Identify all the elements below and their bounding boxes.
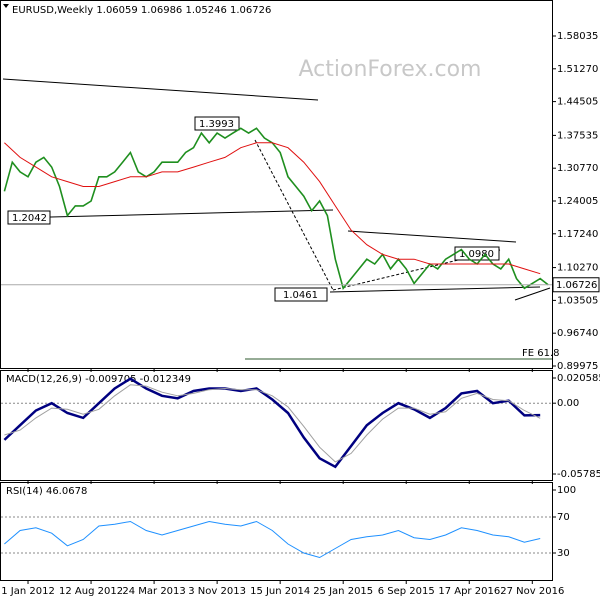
trend-line (347, 230, 517, 243)
y-tick-label: 1.51270 (557, 64, 598, 75)
price-panel (0, 0, 553, 369)
last-price-box (552, 277, 600, 293)
y-tick-label: 1.44505 (557, 97, 598, 108)
x-tick-label: 1 Jan 2012 (1, 586, 55, 597)
y-tick-label: 1.58035 (557, 31, 598, 42)
rsi-title: RSI(14) 46.0678 (6, 486, 87, 497)
y-tick-label: 0.96740 (557, 328, 598, 339)
symbol-header: EURUSD,Weekly 1.06059 1.06986 1.05246 1.… (12, 5, 271, 16)
trend-line (329, 286, 541, 293)
rsi-panel (0, 482, 553, 581)
annotation: 1.2042 (12, 213, 47, 224)
y-tick-label: 70 (557, 512, 570, 523)
x-tick-label: 24 Mar 2013 (122, 586, 185, 597)
y-tick-label: -0.057859 (557, 469, 600, 480)
indicator-line (4, 142, 541, 275)
indicator-line (3, 377, 541, 469)
y-tick-label: 1.30770 (557, 163, 598, 174)
x-tick-label: 12 Aug 2012 (59, 586, 123, 597)
indicator-line (4, 520, 541, 559)
y-tick-label: 30 (557, 548, 570, 559)
macd-title: MACD(12,26,9) -0.009705 -0.012349 (6, 374, 191, 385)
watermark: ActionForex.com (299, 57, 482, 82)
trend-lines (2, 78, 551, 301)
y-tick-label: 1.24005 (557, 196, 598, 207)
macd-panel (0, 370, 553, 481)
projection-line (332, 249, 501, 291)
symbol-arrow (3, 4, 9, 8)
x-tick-label: 27 Nov 2016 (500, 586, 564, 597)
indicator-line (4, 384, 541, 463)
y-tick-label: 0.00 (557, 398, 579, 409)
annotation-box (7, 210, 51, 225)
annotation: FE 61.8 (522, 348, 560, 359)
y-tick-label: 1.10270 (557, 263, 598, 274)
y-tick-label: 1.03505 (557, 295, 598, 306)
annotation: 1.0980 (459, 249, 494, 260)
y-tick-label: 1.17240 (557, 229, 598, 240)
annotation: 1.3993 (199, 119, 234, 130)
annotation: 1.0461 (283, 290, 318, 301)
x-tick-label: 3 Nov 2013 (188, 586, 246, 597)
x-tick-label: 17 Apr 2016 (438, 586, 500, 597)
x-tick-label: 15 Jun 2014 (250, 586, 310, 597)
trend-line (9, 209, 334, 219)
x-tick-label: 25 Jan 2015 (313, 586, 373, 597)
annotation-box (194, 116, 240, 131)
projection-line (254, 139, 334, 291)
trend-line (514, 287, 551, 301)
y-tick-label: 0.89975 (557, 361, 598, 372)
last-price-label: 1.06726 (556, 280, 597, 291)
x-tick-label: 6 Sep 2015 (378, 586, 435, 597)
y-tick-label: 0.020585 (557, 373, 600, 384)
trend-line (2, 78, 319, 101)
annotation-box (274, 287, 328, 302)
price-line (3, 127, 549, 291)
annotations: 1.3993 1.2042 1.0461 1.0980 FE 61.8 (7, 116, 560, 359)
y-tick-label: 1.37535 (557, 130, 598, 141)
y-tick-label: 100 (557, 485, 576, 496)
